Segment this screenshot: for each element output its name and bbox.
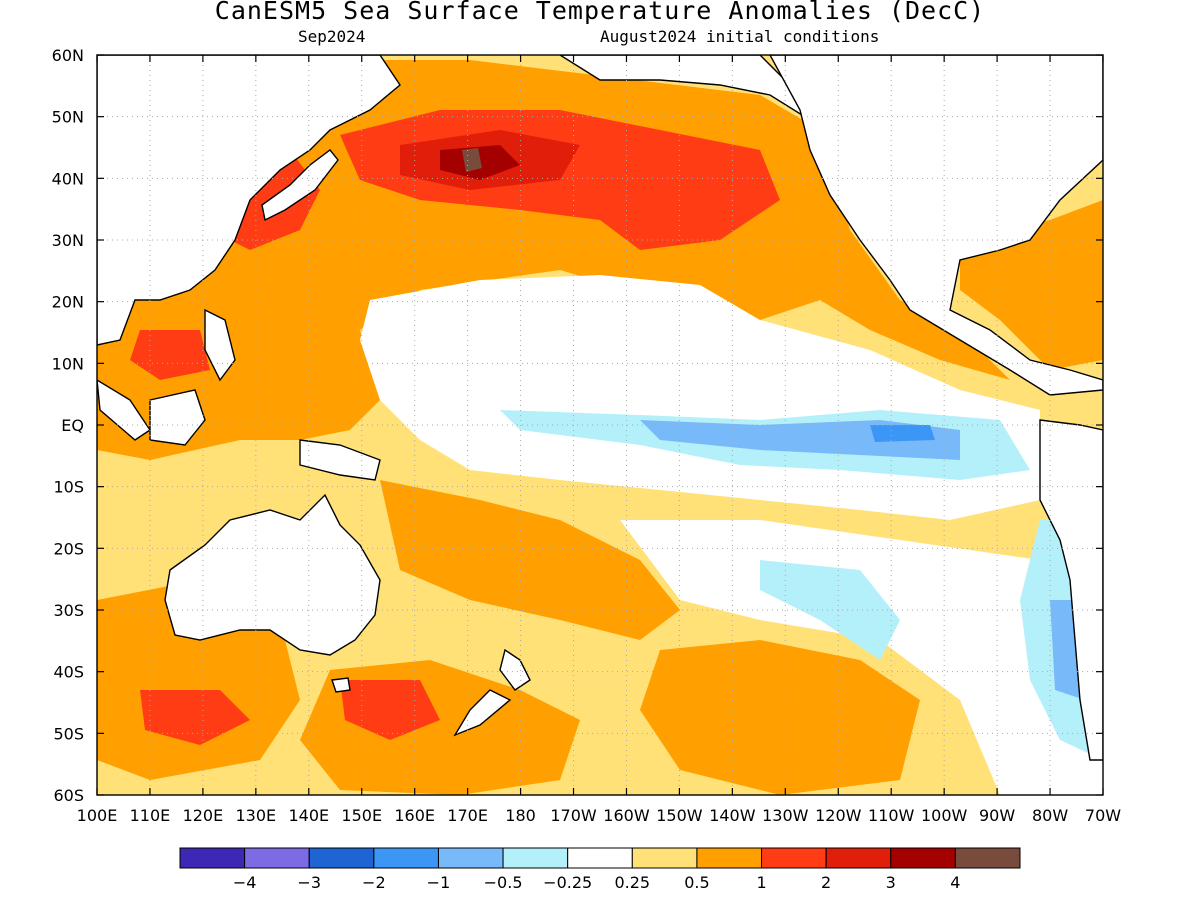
south-america-landmass	[1039, 419, 1103, 761]
colorbar-swatch	[567, 847, 633, 869]
north-america-landmass	[769, 55, 1103, 396]
colorbar-label: 1	[756, 873, 766, 892]
colorbar-label: 0.25	[614, 873, 650, 892]
australia-landmass	[164, 493, 381, 656]
lat-label: 50N	[52, 108, 84, 127]
japan-landmass	[261, 149, 339, 222]
alaska-landmass	[558, 55, 828, 127]
anomaly-region-southeast-cool	[760, 560, 900, 660]
lon-label: 170W	[550, 806, 597, 825]
axis-ticks	[96, 54, 1104, 796]
lat-label: 20N	[52, 293, 84, 312]
sumatra-landmass	[97, 379, 151, 441]
lon-labels: 100E 110E 120E 130E 140E 150E 160E 170E 180 170W 1…	[77, 806, 1122, 825]
colorbar-swatch	[954, 847, 1021, 869]
lat-label: 60S	[53, 786, 84, 805]
colorbar-swatch	[825, 847, 892, 869]
anomaly-region-subtropical-south	[380, 480, 680, 640]
anomaly-region-south-indian	[140, 690, 250, 745]
lat-label: EQ	[61, 416, 84, 435]
new-guinea-landmass	[299, 439, 381, 481]
new-zealand-north-landmass	[499, 648, 531, 691]
lon-label: 70W	[1085, 806, 1121, 825]
lon-label: 130W	[762, 806, 809, 825]
lon-label: 140W	[709, 806, 756, 825]
lon-label: 140E	[288, 806, 329, 825]
colorbar-label: −2	[362, 873, 386, 892]
lat-label: 40N	[52, 169, 84, 188]
lon-label: 110W	[868, 806, 915, 825]
colorbar-swatch	[696, 847, 763, 869]
asia-mainland-landmass	[97, 55, 401, 346]
lon-label: 120E	[183, 806, 224, 825]
colorbar-label: 2	[821, 873, 831, 892]
anomaly-region-southeast-pacific-neutral	[620, 520, 1103, 795]
lon-label: 120W	[815, 806, 862, 825]
anomaly-region-southern-ocean-3	[640, 640, 920, 795]
lon-label: 170E	[447, 806, 488, 825]
colorbar-label: 3	[886, 873, 896, 892]
colorbar-swatch	[437, 847, 504, 869]
lon-label: 100W	[921, 806, 968, 825]
colorbar: −4 −3 −2 −1 −0.5 −0.25 0.25 0.5 1 2 3 4	[179, 847, 1021, 892]
lat-labels: 60N 50N 40N 30N 20N 10N EQ 10S 20S 30S 40S 50S 60S	[52, 46, 84, 805]
lon-label: 130E	[236, 806, 277, 825]
lon-label: 80W	[1032, 806, 1068, 825]
landmasses	[97, 55, 1103, 761]
colorbar-label: −1	[427, 873, 451, 892]
lat-label: 60N	[52, 46, 84, 65]
colorbar-swatch	[890, 847, 956, 869]
anomaly-region-pacific-extreme	[462, 148, 482, 172]
colorbar-label: −4	[233, 873, 257, 892]
colorbar-label: 4	[950, 873, 960, 892]
lon-label: 150E	[341, 806, 382, 825]
lon-label: 180	[505, 806, 536, 825]
colorbar-swatch	[761, 847, 827, 869]
lat-label: 30N	[52, 231, 84, 250]
colorbar-swatch	[631, 847, 698, 869]
colorbar-label: 0.5	[684, 873, 709, 892]
colorbar-label: −0.5	[484, 873, 523, 892]
lat-label: 10S	[53, 478, 84, 497]
colorbar-swatch	[244, 847, 310, 869]
lon-label: 110E	[130, 806, 171, 825]
lat-label: 40S	[53, 663, 84, 682]
lat-label: 10N	[52, 354, 84, 373]
colorbar-swatch	[308, 847, 375, 869]
lon-label: 160W	[603, 806, 650, 825]
graticule	[97, 55, 1103, 795]
borneo-landmass	[149, 389, 206, 446]
colorbar-label: −3	[297, 873, 321, 892]
anomaly-region-south-china-sea	[130, 330, 210, 380]
colorbar-swatch	[373, 847, 439, 869]
lat-label: 20S	[53, 539, 84, 558]
lon-label: 100E	[77, 806, 118, 825]
colorbar-swatch	[502, 847, 569, 869]
lon-label: 90W	[979, 806, 1015, 825]
tasmania-landmass	[331, 677, 351, 693]
colorbar-label: −0.25	[543, 873, 592, 892]
chart-title: CanESM5 Sea Surface Temperature Anomalie…	[214, 0, 986, 25]
lat-label: 30S	[53, 601, 84, 620]
forecast-month: Sep2024	[298, 27, 366, 46]
lat-label: 50S	[53, 724, 84, 743]
lon-label: 150W	[656, 806, 703, 825]
anomaly-region-equatorial-cool-core	[870, 425, 935, 442]
lon-label: 160E	[394, 806, 435, 825]
philippines-landmass	[204, 308, 236, 382]
colorbar-swatch	[179, 847, 246, 869]
initial-conditions: August2024 initial conditions	[600, 27, 880, 46]
